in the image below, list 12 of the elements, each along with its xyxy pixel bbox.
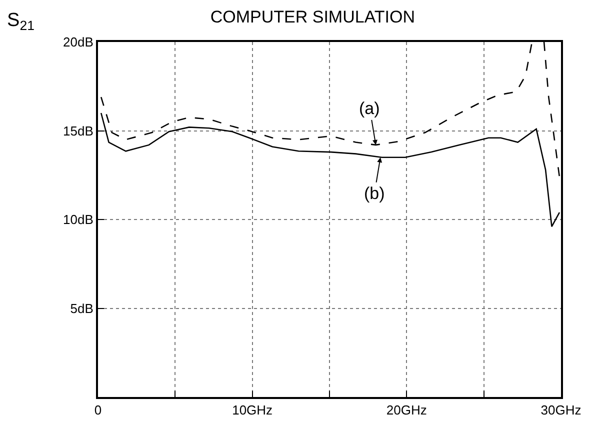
chart-title: COMPUTER SIMULATION [210,7,416,26]
y-tick-label: 5dB [70,300,94,316]
annotation: (b) [364,184,385,203]
x-tick-label: 10GHz [232,402,273,418]
x-tick-label: 30GHz [540,402,582,418]
y-tick-label: 15dB [63,123,94,138]
x-tick-label: 0 [94,402,102,418]
y-tick-label: 10dB [63,212,94,228]
annotation: (a) [359,99,380,118]
y-tick-label: 20dB [63,34,94,50]
y-axis-title: S$_{21}$ [7,10,34,33]
x-tick-label: 20GHz [386,402,427,418]
